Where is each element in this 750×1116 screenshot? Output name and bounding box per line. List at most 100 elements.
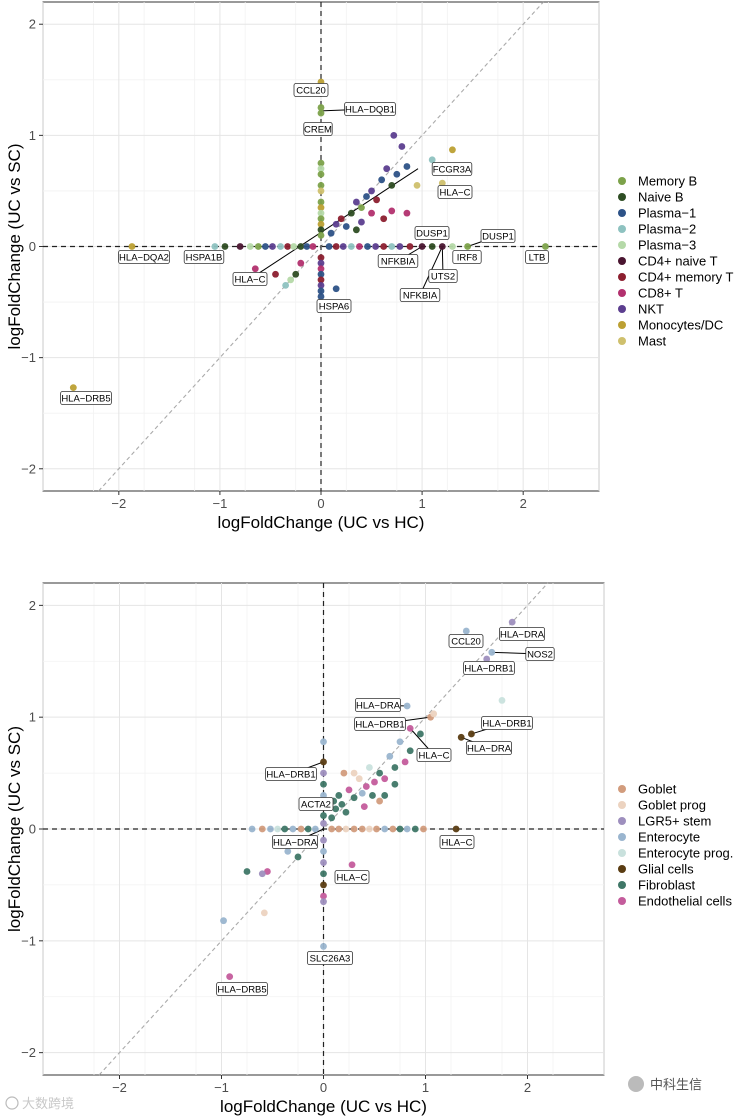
gene-label: HLA−DRB1 — [482, 719, 531, 730]
data-point — [294, 853, 302, 861]
gene-label: HLA−DQA2 — [119, 253, 169, 264]
watermark-icon — [5, 1096, 19, 1110]
data-point — [258, 825, 266, 833]
x-tick-label: −1 — [212, 496, 227, 511]
data-point — [403, 163, 411, 170]
data-point — [262, 243, 269, 250]
data-point — [417, 730, 424, 738]
data-point — [274, 825, 281, 833]
data-point — [438, 243, 446, 250]
legend-label: Memory B — [638, 174, 697, 189]
data-point — [366, 825, 373, 833]
data-point — [383, 165, 391, 173]
data-point — [420, 825, 427, 833]
gene-label-box — [399, 288, 441, 302]
data-point — [350, 794, 358, 802]
legend-swatch — [618, 177, 626, 185]
legend-label: Fibroblast — [638, 878, 695, 893]
data-point — [452, 825, 460, 833]
data-point — [281, 825, 289, 833]
data-point — [335, 825, 343, 833]
gene-label: HSPA1B — [186, 253, 223, 264]
watermark-left-text: 大数跨境 — [22, 1097, 74, 1112]
data-point — [368, 209, 375, 217]
data-point — [272, 270, 279, 278]
watermark-right-text: 中科生信 — [650, 1078, 702, 1093]
legend-swatch — [618, 321, 626, 329]
data-point — [320, 859, 327, 866]
data-point — [317, 104, 325, 111]
data-point — [220, 917, 227, 925]
data-point — [317, 265, 325, 273]
data-point — [260, 909, 268, 917]
data-point — [320, 881, 327, 889]
gene-label-box — [452, 250, 482, 264]
data-point — [317, 198, 325, 206]
data-point — [389, 825, 397, 833]
gene-label: CCL20 — [296, 86, 326, 97]
x-tick-label: 2 — [524, 1080, 531, 1095]
gene-label: DUSP1 — [482, 232, 514, 243]
data-point — [396, 243, 404, 250]
data-point — [303, 243, 311, 250]
gene-label-box — [60, 391, 112, 405]
data-point — [284, 243, 292, 250]
gene-label: HLA−DRB1 — [266, 770, 315, 781]
gene-label: SLC26A3 — [310, 954, 351, 965]
data-point — [381, 775, 389, 783]
data-point — [386, 752, 394, 760]
wechat-icon — [628, 1076, 644, 1092]
y-tick-label: −2 — [21, 461, 36, 476]
data-point — [388, 243, 396, 250]
legend-swatch — [618, 305, 626, 313]
data-point — [332, 243, 340, 250]
data-point — [464, 243, 471, 250]
y-tick-label: 1 — [29, 710, 36, 725]
data-point — [372, 243, 379, 250]
data-point — [327, 229, 335, 237]
data-point — [251, 265, 259, 273]
data-point — [289, 825, 297, 833]
data-point — [290, 243, 298, 250]
gene-label: FCGR3A — [433, 165, 472, 176]
data-point — [335, 792, 343, 799]
data-point — [284, 847, 292, 855]
x-tick-label: −2 — [111, 496, 126, 511]
data-point — [378, 176, 386, 184]
data-point — [342, 808, 350, 816]
data-point — [317, 187, 325, 195]
data-point — [320, 738, 327, 746]
legend-swatch — [618, 897, 626, 905]
gene-label: HSPA6 — [319, 302, 349, 313]
data-point — [362, 783, 370, 790]
data-point — [428, 243, 436, 250]
y-axis-label: logFoldChange (UC vs SC) — [5, 726, 24, 932]
data-point — [462, 627, 470, 635]
legend-swatch — [618, 257, 626, 265]
legend-swatch — [618, 209, 626, 217]
gene-label: HLA−DRB5 — [61, 394, 110, 405]
gene-label-box — [216, 982, 268, 996]
data-point — [483, 655, 491, 663]
data-point — [352, 226, 360, 234]
x-tick-label: 0 — [317, 496, 324, 511]
gene-label-box — [334, 870, 370, 884]
data-point — [226, 973, 234, 980]
data-point — [317, 231, 325, 239]
data-point — [498, 697, 506, 704]
gene-label: HLA−DRB1 — [355, 720, 404, 731]
data-point — [401, 758, 409, 766]
data-point — [297, 243, 305, 250]
gene-label-box — [377, 254, 419, 268]
legend-label: Plasma−1 — [638, 206, 696, 221]
data-point — [317, 181, 325, 189]
data-point — [430, 710, 438, 718]
y-tick-label: 0 — [29, 822, 36, 837]
gene-label-box — [232, 272, 268, 286]
data-point — [337, 215, 345, 223]
data-point — [320, 943, 327, 950]
data-point — [320, 847, 327, 855]
gene-label: NOS2 — [527, 650, 553, 661]
data-point — [317, 204, 325, 212]
gene-label: CREM — [304, 125, 332, 136]
